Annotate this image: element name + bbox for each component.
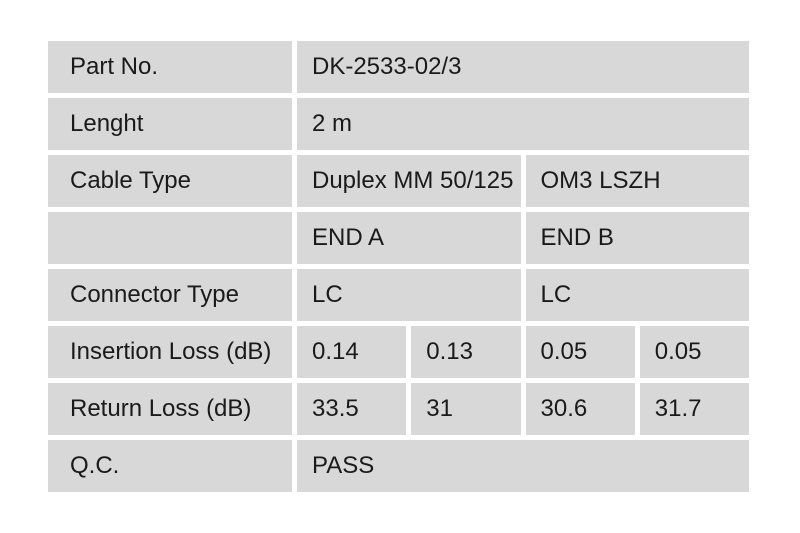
value-insertion-loss-b1: 0.05 — [525, 326, 635, 378]
label-empty — [48, 212, 292, 264]
value-insertion-loss-a1: 0.14 — [297, 326, 407, 378]
label-cable-type: Cable Type — [48, 155, 292, 207]
value-insertion-loss-b2: 0.05 — [639, 326, 749, 378]
value-return-loss-a1: 33.5 — [297, 383, 407, 435]
header-end-b: END B — [525, 212, 749, 264]
value-return-loss-a2: 31 — [411, 383, 521, 435]
label-qc: Q.C. — [48, 440, 292, 492]
value-qc-result: PASS — [297, 440, 749, 492]
value-insertion-loss-a2: 0.13 — [411, 326, 521, 378]
label-return-loss: Return Loss (dB) — [48, 383, 292, 435]
label-part-no: Part No. — [48, 41, 292, 93]
value-return-loss-b2: 31.7 — [639, 383, 749, 435]
label-length: Lenght — [48, 98, 292, 150]
value-return-loss-b1: 30.6 — [525, 383, 635, 435]
value-part-no: DK-2533-02/3 — [297, 41, 749, 93]
header-end-a: END A — [297, 212, 521, 264]
label-connector-type: Connector Type — [48, 269, 292, 321]
value-connector-end-b: LC — [525, 269, 749, 321]
qc-spec-table: Part No. DK-2533-02/3 Lenght 2 m Cable T… — [48, 41, 749, 492]
value-connector-end-a: LC — [297, 269, 521, 321]
label-insertion-loss: Insertion Loss (dB) — [48, 326, 292, 378]
value-cable-type-spec: Duplex MM 50/125 — [297, 155, 521, 207]
value-cable-type-class: OM3 LSZH — [525, 155, 749, 207]
value-length: 2 m — [297, 98, 749, 150]
